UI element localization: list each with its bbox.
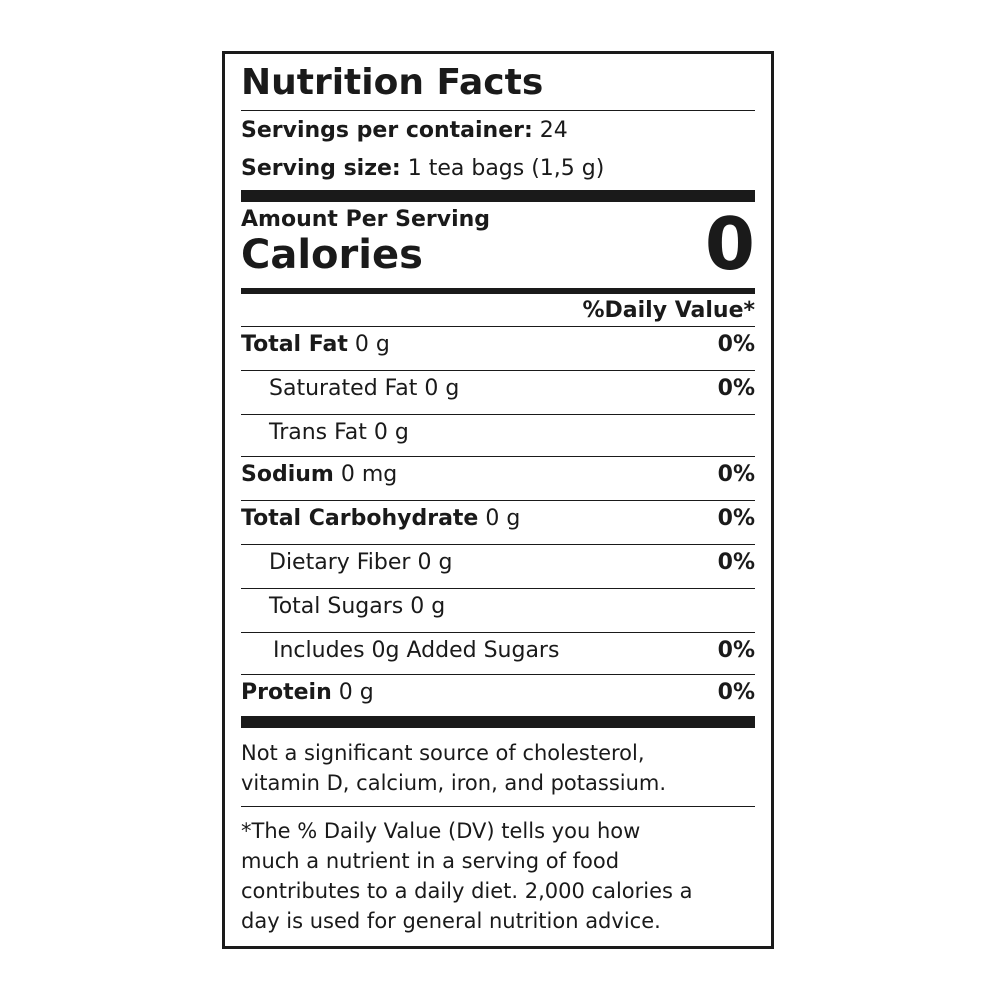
note-line: contributes to a daily diet. 2,000 calor…: [241, 879, 693, 903]
nutrient-name: Saturated Fat: [269, 376, 418, 401]
nutrient-name: Sodium: [241, 462, 334, 487]
nutrient-name: Total Fat: [241, 332, 348, 357]
title: Nutrition Facts: [241, 62, 544, 103]
note-line: *The % Daily Value (DV) tells you how: [241, 819, 641, 843]
row-divider: [241, 456, 755, 457]
nutrient-name: Protein: [241, 680, 332, 705]
note-line: day is used for general nutrition advice…: [241, 909, 661, 933]
nutrient-daily-value: 0%: [717, 680, 755, 705]
row-divider: [241, 326, 755, 327]
nutrient-amount: 0 g: [338, 680, 374, 705]
nutrient-amount: 0 g: [424, 376, 460, 401]
servings-value: 24: [539, 118, 568, 143]
row-divider: [241, 544, 755, 545]
serving-size: Serving size: 1 tea bags (1,5 g): [241, 156, 604, 181]
nutrient-row: Total Sugars 0 g: [269, 594, 445, 619]
calories-label: Calories: [241, 232, 423, 278]
nutrient-name: Includes 0g Added Sugars: [273, 638, 560, 663]
nutrient-amount: 0 g: [373, 420, 409, 445]
nutrient-row: Protein 0 g: [241, 680, 374, 705]
servings-label: Servings per container:: [241, 118, 533, 143]
nutrient-row: Total Fat 0 g: [241, 332, 390, 357]
note-line: vitamin D, calcium, iron, and potassium.: [241, 771, 667, 795]
nutrient-amount: 0 mg: [340, 462, 398, 487]
nutrient-daily-value: 0%: [717, 550, 755, 575]
row-divider: [241, 500, 755, 501]
nutrient-amount: 0 g: [417, 550, 453, 575]
nutrient-name: Total Sugars: [269, 594, 404, 619]
nutrient-daily-value: 0%: [717, 506, 755, 531]
nutrient-note: Not a significant source of cholesterol,…: [241, 738, 666, 798]
row-divider: [241, 588, 755, 589]
nutrient-row: Trans Fat 0 g: [269, 420, 409, 445]
nutrient-name: Trans Fat: [269, 420, 367, 445]
row-divider: [241, 414, 755, 415]
nutrient-daily-value: 0%: [717, 332, 755, 357]
note-line: much a nutrient in a serving of food: [241, 849, 620, 873]
nutrient-row: Saturated Fat 0 g: [269, 376, 459, 401]
row-divider: [241, 632, 755, 633]
nutrient-name: Dietary Fiber: [269, 550, 411, 575]
serving-size-value: 1 tea bags (1,5 g): [407, 156, 605, 181]
nutrient-row: Total Carbohydrate 0 g: [241, 506, 520, 531]
daily-value-header: %Daily Value*: [582, 298, 755, 323]
nutrient-row: Includes 0g Added Sugars: [273, 638, 559, 663]
nutrient-daily-value: 0%: [717, 462, 755, 487]
row-divider: [241, 370, 755, 371]
amount-per-serving: Amount Per Serving: [241, 207, 491, 232]
nutrient-row: Dietary Fiber 0 g: [269, 550, 452, 575]
nutrient-row: Sodium 0 mg: [241, 462, 397, 487]
nutrient-daily-value: 0%: [717, 638, 755, 663]
servings-per-container: Servings per container: 24: [241, 118, 568, 143]
nutrition-facts-label: Nutrition Facts Servings per container: …: [222, 51, 774, 949]
nutrient-daily-value: 0%: [717, 376, 755, 401]
note-line: Not a significant source of cholesterol,: [241, 741, 645, 765]
daily-value-footnote: *The % Daily Value (DV) tells you how muc…: [241, 816, 693, 936]
nutrient-amount: 0 g: [485, 506, 521, 531]
row-divider: [241, 674, 755, 675]
serving-size-label: Serving size:: [241, 156, 401, 181]
nutrient-name: Total Carbohydrate: [241, 506, 479, 531]
nutrient-amount: 0 g: [354, 332, 390, 357]
calories-value: 0: [704, 202, 755, 286]
nutrient-amount: 0 g: [410, 594, 446, 619]
